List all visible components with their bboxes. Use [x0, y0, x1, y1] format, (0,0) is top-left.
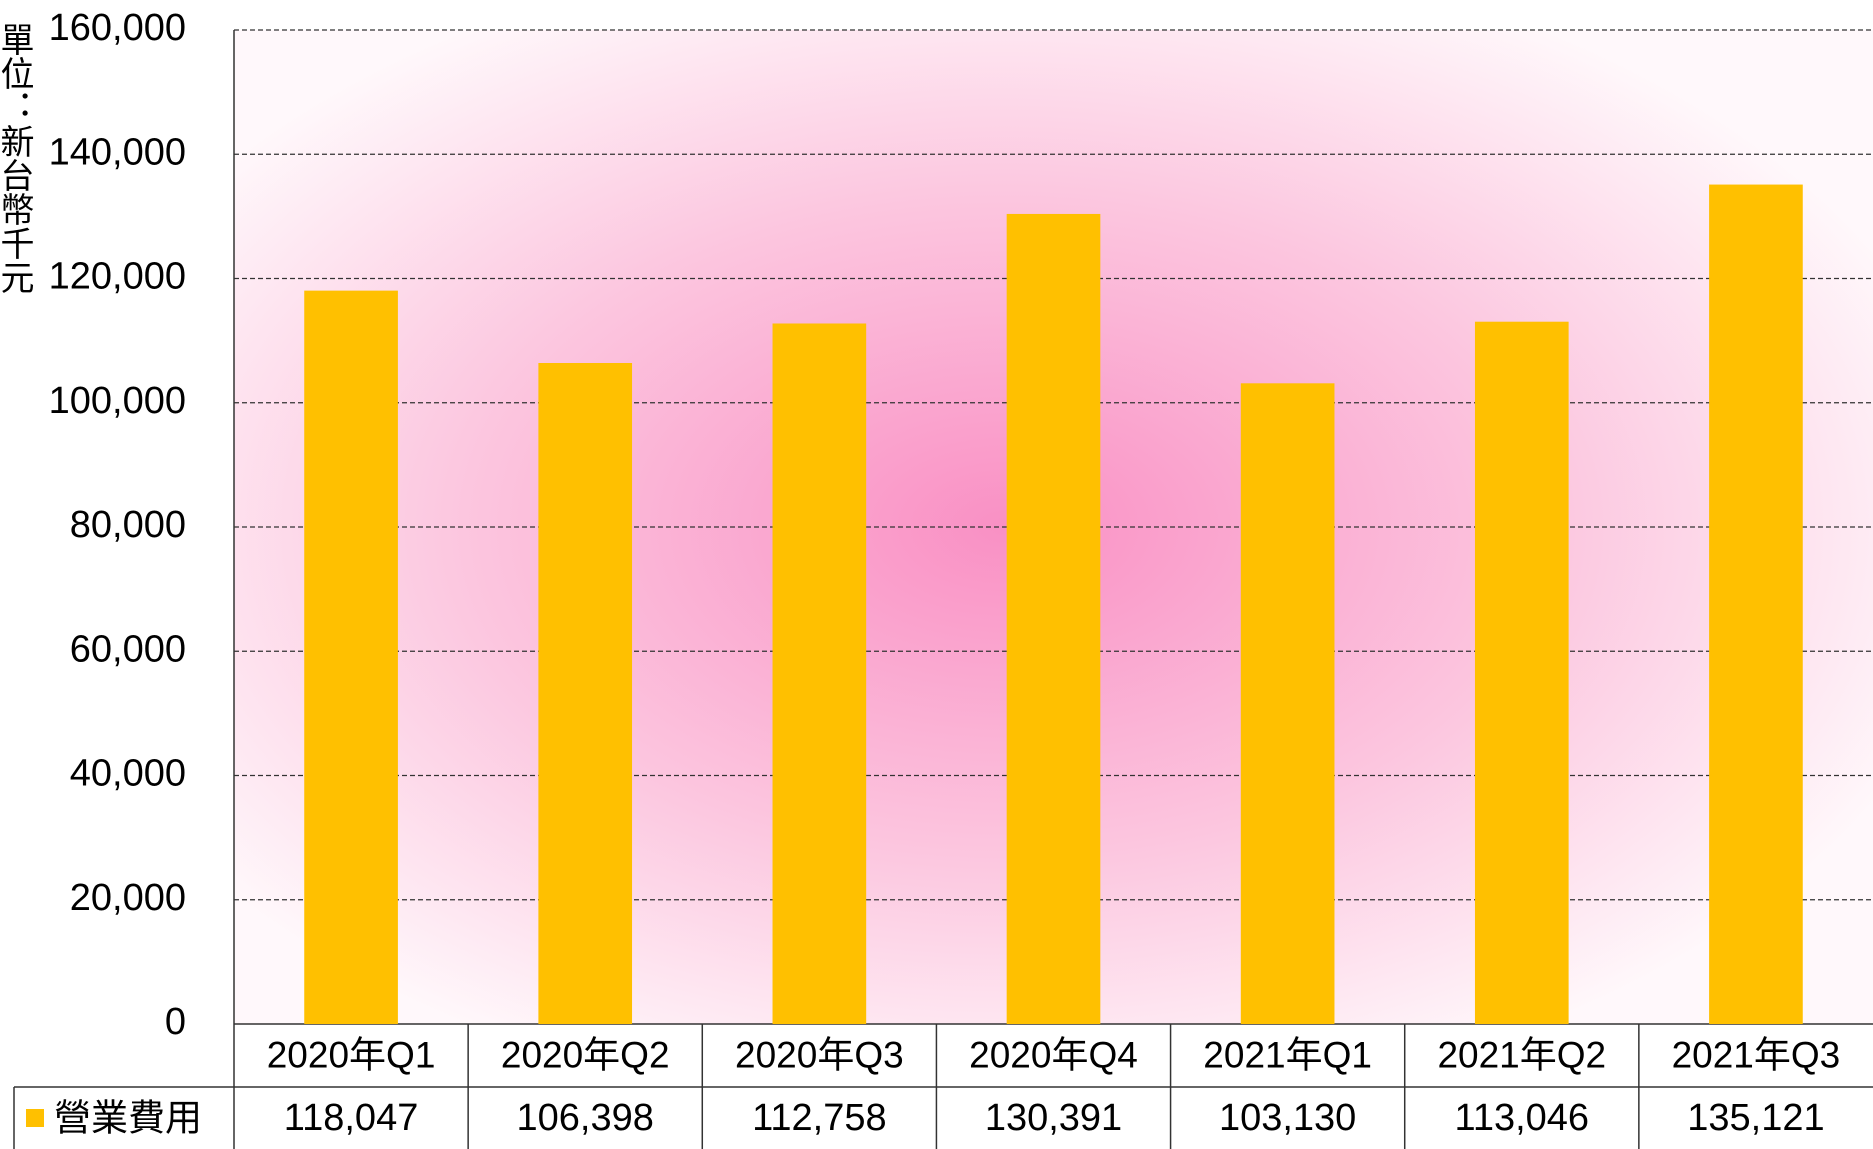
legend-label: 營業費用: [54, 1097, 202, 1140]
x-tick-label: 2020年Q2: [501, 1034, 670, 1075]
x-tick-label: 2020年Q3: [735, 1034, 904, 1075]
legend-swatch: [26, 1109, 44, 1127]
x-tick-label: 2021年Q1: [1203, 1034, 1372, 1075]
x-tick-label: 2021年Q3: [1672, 1034, 1841, 1075]
bar: [1006, 213, 1101, 1024]
x-tick-label: 2021年Q2: [1437, 1034, 1606, 1075]
x-tick-label: 2020年Q4: [969, 1034, 1138, 1075]
bar: [538, 363, 633, 1024]
y-tick-label: 120,000: [49, 256, 186, 298]
y-tick-label: 160,000: [49, 7, 186, 49]
y-tick-label: 100,000: [49, 380, 186, 422]
table-value: 130,391: [985, 1097, 1122, 1139]
table-value: 135,121: [1687, 1097, 1824, 1139]
bar: [1474, 321, 1569, 1024]
bar: [1240, 383, 1335, 1024]
table-value: 112,758: [752, 1097, 887, 1139]
y-tick-label: 140,000: [49, 131, 186, 173]
y-tick-label: 40,000: [70, 753, 186, 795]
table-value: 106,398: [517, 1097, 654, 1139]
table-value: 118,047: [284, 1097, 419, 1139]
bar: [304, 290, 398, 1024]
y-tick-label: 80,000: [70, 504, 186, 546]
table-value: 113,046: [1455, 1097, 1590, 1139]
y-tick-label: 60,000: [70, 628, 186, 670]
y-axis-label: 單位：新台幣千元: [0, 22, 34, 294]
y-tick-label: 20,000: [70, 877, 186, 919]
bar: [772, 323, 867, 1024]
y-tick-label: 0: [165, 1001, 186, 1043]
x-tick-label: 2020年Q1: [267, 1034, 436, 1075]
bar: [1709, 184, 1803, 1024]
table-value: 103,130: [1219, 1097, 1356, 1139]
